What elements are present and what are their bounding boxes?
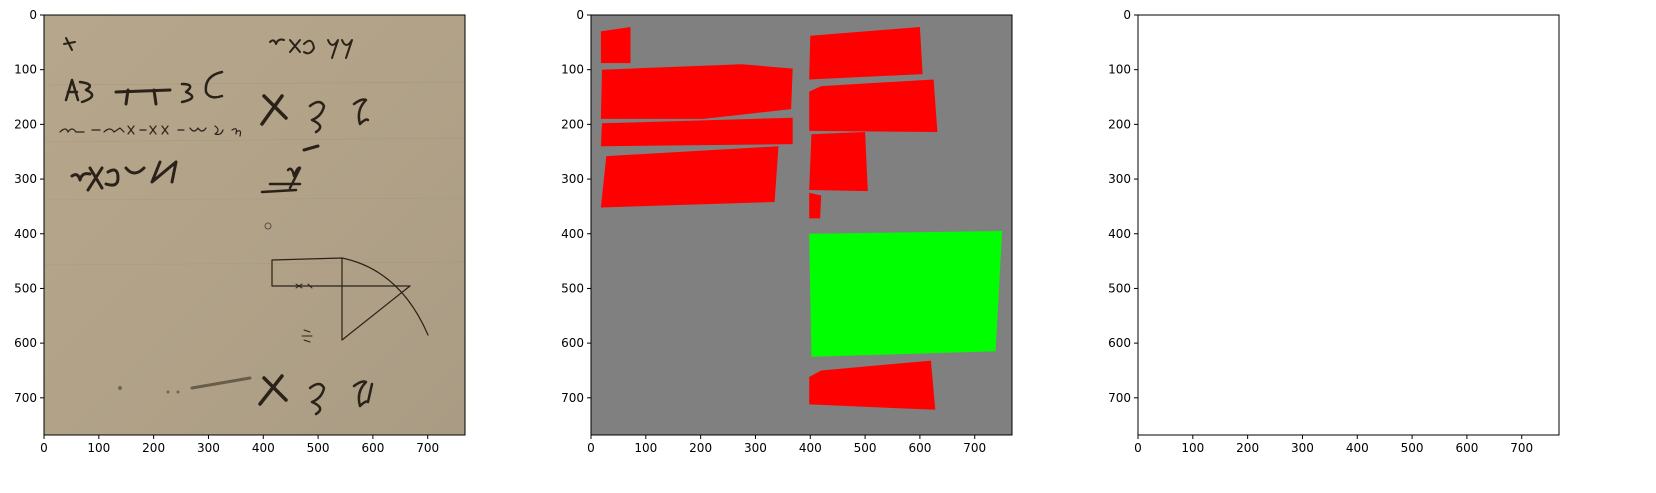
y-tick-label: 700 (1108, 391, 1131, 405)
x-tick-label: 500 (854, 441, 877, 455)
x-tick-label: 400 (799, 441, 822, 455)
segmentation-mask-panel (591, 15, 1012, 435)
binarized-background (1138, 15, 1559, 435)
y-tick-label: 300 (1108, 172, 1131, 186)
text-region-9 (809, 360, 936, 410)
handwriting-strokes-original (44, 37, 465, 416)
y-tick-label: 100 (14, 63, 37, 77)
text-region-6 (809, 132, 868, 192)
x-tick-label: 0 (587, 441, 595, 455)
text-region-3 (600, 146, 779, 208)
y-tick-label: 200 (1108, 117, 1131, 131)
x-tick-label: 600 (361, 441, 384, 455)
manuscript-photo-panel (44, 15, 465, 435)
x-tick-label: 0 (40, 441, 48, 455)
y-tick-label: 400 (561, 227, 584, 241)
x-tick-label: 200 (142, 441, 165, 455)
x-tick-label: 700 (963, 441, 986, 455)
text-region-5 (809, 79, 938, 132)
y-tick-label: 200 (561, 117, 584, 131)
text-region-0 (600, 27, 631, 64)
y-tick-label: 600 (14, 336, 37, 350)
x-tick-label: 500 (1401, 441, 1424, 455)
binarized-panel-axes: 0 100 200 300 400 500 600 700 0 100 200 300 400 500 60… (1108, 8, 1560, 455)
x-tick-label: 600 (1455, 441, 1478, 455)
y-tick-label: 600 (1108, 336, 1131, 350)
segmentation-mask-panel-axes: 0 100 200 300 400 500 600 700 0 100 200 300 400 500 60… (561, 8, 1013, 455)
x-tick-label: 200 (1236, 441, 1259, 455)
x-tick-label: 200 (689, 441, 712, 455)
axes-frame (590, 14, 1013, 436)
axes-frame (43, 14, 466, 436)
y-tick-label: 100 (561, 63, 584, 77)
x-tick-label: 300 (1291, 441, 1314, 455)
y-tick-label: 500 (561, 281, 584, 295)
y-tick-label: 600 (561, 336, 584, 350)
x-tick-label: 700 (416, 441, 439, 455)
x-tick-label: 400 (1346, 441, 1369, 455)
text-region-7 (809, 192, 822, 219)
axes-frame (1137, 14, 1560, 436)
y-tick-label: 0 (1123, 8, 1131, 22)
y-tick-label: 100 (1108, 63, 1131, 77)
y-tick-label: 500 (14, 281, 37, 295)
x-tick-label: 100 (634, 441, 657, 455)
segmentation-regions (600, 27, 1003, 410)
binarized-panel (1138, 15, 1559, 435)
x-tick-label: 0 (1134, 441, 1142, 455)
text-region-4 (809, 27, 923, 80)
y-tick-label: 0 (576, 8, 584, 22)
y-tick-label: 400 (14, 227, 37, 241)
x-tick-label: 400 (252, 441, 275, 455)
photo-background (44, 15, 465, 435)
y-tick-label: 300 (14, 172, 37, 186)
y-tick-label: 400 (1108, 227, 1131, 241)
x-tick-label: 500 (307, 441, 330, 455)
manuscript-photo-panel-axes: 0 100 200 300 400 500 600 700 0 100 200 300 400 500 60… (14, 8, 466, 455)
x-tick-label: 700 (1510, 441, 1533, 455)
y-tick-label: 200 (14, 117, 37, 131)
x-tick-label: 300 (744, 441, 767, 455)
x-tick-label: 300 (197, 441, 220, 455)
y-tick-label: 300 (561, 172, 584, 186)
text-region-1 (600, 64, 793, 119)
y-tick-label: 700 (561, 391, 584, 405)
figure-region-8 (809, 231, 1003, 357)
y-tick-label: 0 (29, 8, 37, 22)
x-tick-label: 100 (1181, 441, 1204, 455)
y-tick-label: 500 (1108, 281, 1131, 295)
text-region-2 (600, 117, 793, 147)
x-tick-label: 100 (87, 441, 110, 455)
y-tick-label: 700 (14, 391, 37, 405)
x-tick-label: 600 (908, 441, 931, 455)
